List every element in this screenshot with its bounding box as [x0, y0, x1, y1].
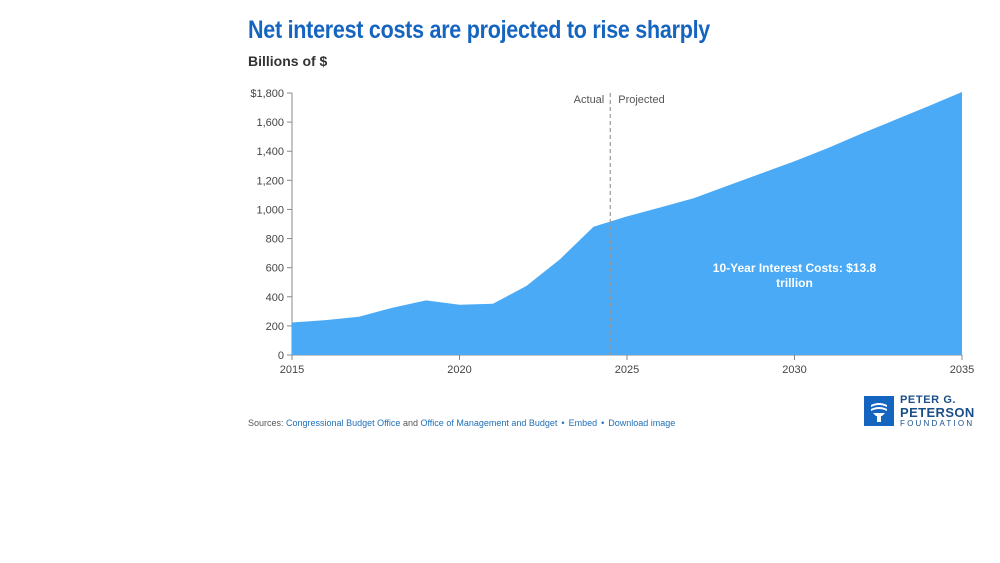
bullet-separator: •: [561, 418, 565, 428]
net-interest-area: [292, 92, 962, 355]
y-tick-label: 800: [266, 234, 284, 246]
area-chart: 02004006008001,0001,2001,4001,600$1,800 …: [250, 88, 974, 376]
omb-link[interactable]: Office of Management and Budget: [420, 418, 558, 428]
bullet-separator: •: [601, 418, 605, 428]
chart-title: Net interest costs are projected to rise…: [248, 16, 710, 44]
logo-line-3: FOUNDATION: [900, 419, 975, 428]
x-tick-label: 2020: [447, 364, 471, 376]
y-tick-label: 200: [266, 321, 284, 333]
logo-line-2: PETERSON: [900, 405, 975, 420]
y-tick-label: 1,600: [256, 117, 284, 129]
y-axis: 0 200 400 600 800 1,000 1,200 1,400 1,600 $1,800: [250, 88, 293, 362]
chart-subtitle: Billions of $: [248, 53, 328, 69]
y-tick-label: 1,400: [256, 146, 284, 158]
x-tick-label: 2030: [782, 364, 806, 376]
torch-icon: [864, 396, 894, 426]
x-tick-label: 2015: [280, 364, 304, 376]
sources-line: Sources: Congressional Budget Office and…: [248, 418, 675, 428]
y-tick-label: 1,200: [256, 175, 284, 187]
peterson-foundation-logo[interactable]: PETER G. PETERSON FOUNDATION: [864, 394, 984, 430]
y-tick-label: $1,800: [250, 88, 284, 100]
embed-link[interactable]: Embed: [568, 418, 598, 428]
y-tick-label: 600: [266, 263, 284, 275]
annotation-line-2: trillion: [776, 276, 813, 290]
y-tick-label: 1,000: [256, 204, 284, 216]
actual-label: Actual: [574, 94, 605, 106]
x-tick-label: 2035: [950, 364, 974, 376]
x-tick-label: 2025: [615, 364, 639, 376]
projected-label: Projected: [618, 94, 664, 106]
download-image-link[interactable]: Download image: [608, 418, 676, 428]
logo-line-1: PETER G.: [900, 394, 957, 406]
annotation-line-1: 10-Year Interest Costs: $13.8: [713, 261, 877, 275]
cbo-link[interactable]: Congressional Budget Office: [286, 418, 401, 428]
y-tick-label: 400: [266, 292, 284, 304]
sources-and: and: [400, 418, 421, 428]
x-axis: 2015 2020 2025 2030 2035: [280, 354, 974, 376]
sources-prefix: Sources:: [248, 418, 287, 428]
y-tick-label: 0: [278, 350, 284, 362]
